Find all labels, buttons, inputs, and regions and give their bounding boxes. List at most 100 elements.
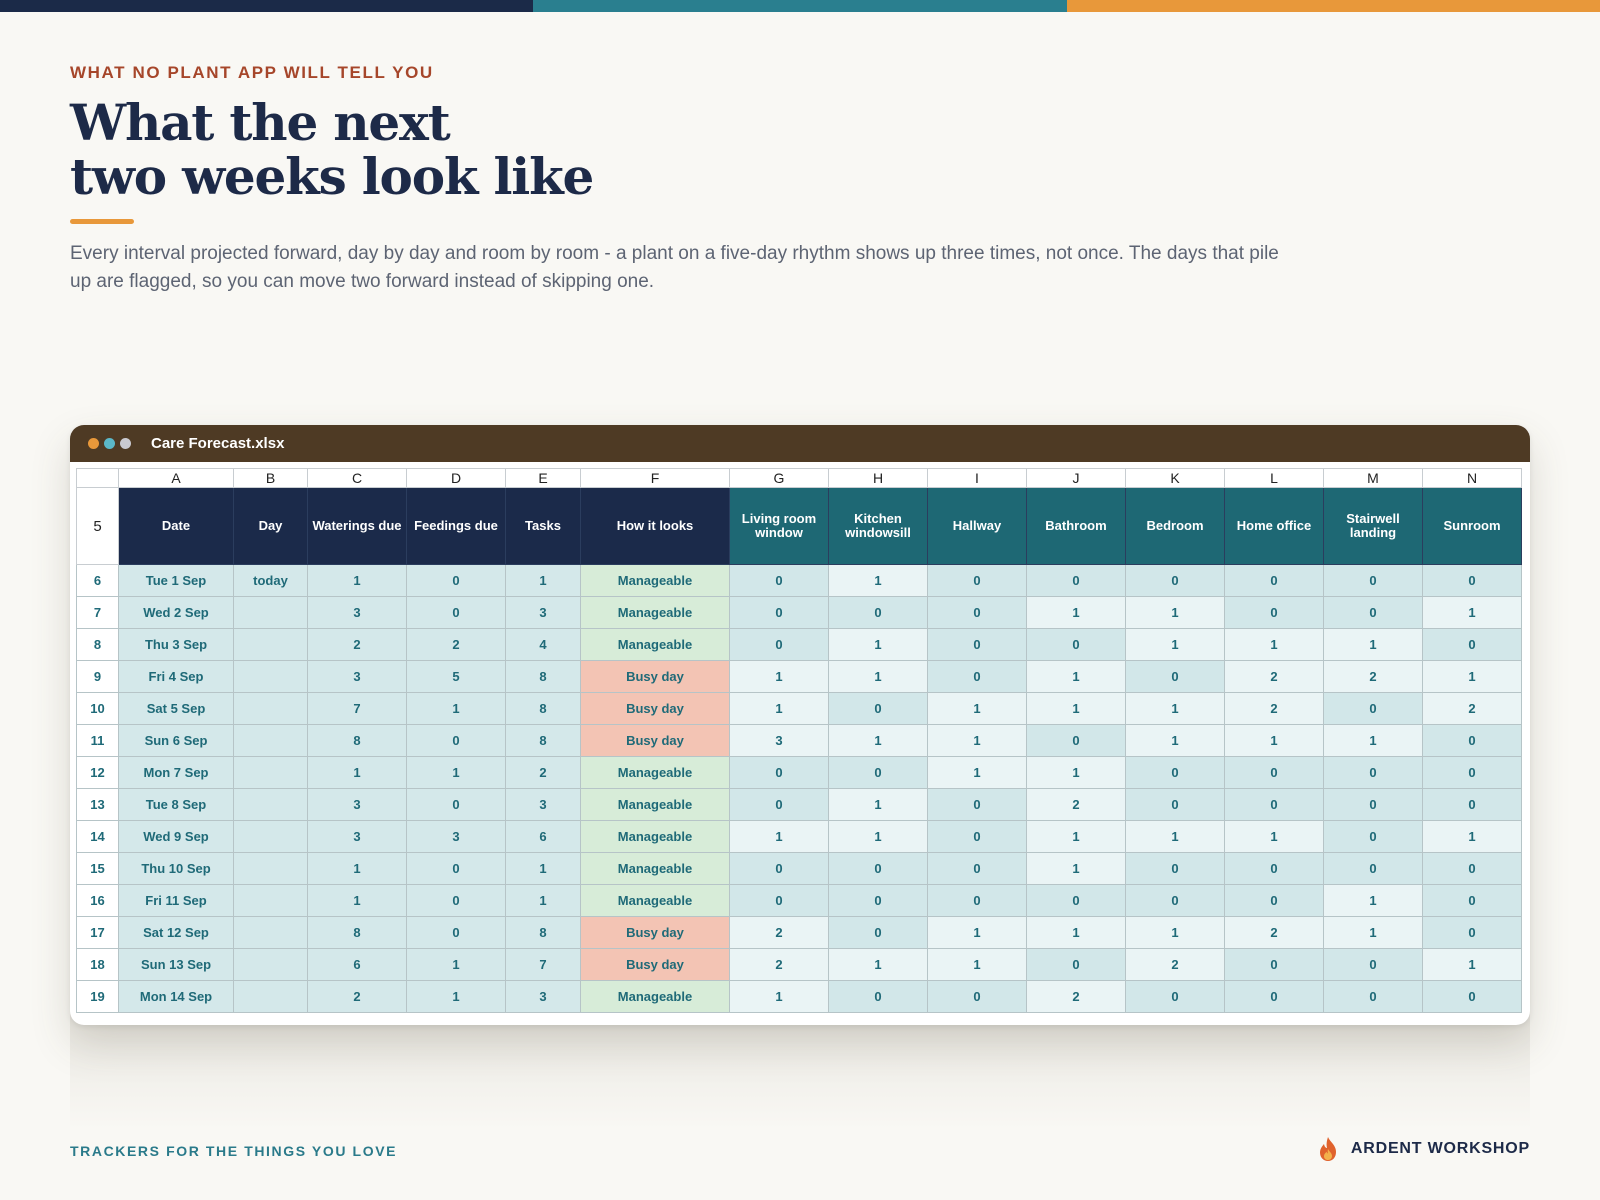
tasks-cell[interactable]: 3 <box>505 980 581 1013</box>
column-letter[interactable]: L <box>1224 468 1324 488</box>
room-cell[interactable]: 0 <box>828 884 928 917</box>
waterings-cell[interactable]: 8 <box>307 916 407 949</box>
day-cell[interactable] <box>233 628 308 661</box>
row-number[interactable]: 14 <box>76 820 119 853</box>
room-cell[interactable]: 0 <box>1422 724 1522 757</box>
status-cell[interactable]: Manageable <box>580 884 730 917</box>
room-cell[interactable]: 0 <box>1422 852 1522 885</box>
row-number[interactable]: 8 <box>76 628 119 661</box>
feedings-cell[interactable]: 3 <box>406 820 506 853</box>
room-cell[interactable]: 1 <box>1026 916 1126 949</box>
room-cell[interactable]: 0 <box>927 884 1027 917</box>
room-cell[interactable]: 0 <box>927 788 1027 821</box>
footer-brand[interactable]: ARDENT WORKSHOP <box>1317 1136 1530 1162</box>
tasks-cell[interactable]: 6 <box>505 820 581 853</box>
room-cell[interactable]: 1 <box>828 660 928 693</box>
room-cell[interactable]: 0 <box>1224 564 1324 597</box>
room-cell[interactable]: 1 <box>1323 884 1423 917</box>
room-cell[interactable]: 1 <box>927 948 1027 981</box>
column-letter[interactable]: B <box>233 468 308 488</box>
tasks-cell[interactable]: 1 <box>505 884 581 917</box>
status-cell[interactable]: Manageable <box>580 628 730 661</box>
feedings-cell[interactable]: 0 <box>406 852 506 885</box>
room-cell[interactable]: 0 <box>1422 788 1522 821</box>
row-number[interactable]: 5 <box>76 487 119 565</box>
room-cell[interactable]: 0 <box>1125 980 1225 1013</box>
window-dot-close[interactable] <box>88 438 99 449</box>
room-cell[interactable]: 1 <box>1323 916 1423 949</box>
date-cell[interactable]: Sun 6 Sep <box>118 724 234 757</box>
waterings-cell[interactable]: 8 <box>307 724 407 757</box>
day-cell[interactable] <box>233 788 308 821</box>
status-cell[interactable]: Busy day <box>580 660 730 693</box>
room-cell[interactable]: 0 <box>828 852 928 885</box>
waterings-cell[interactable]: 3 <box>307 660 407 693</box>
date-cell[interactable]: Fri 4 Sep <box>118 660 234 693</box>
column-header[interactable]: Date <box>118 487 234 565</box>
room-cell[interactable]: 0 <box>729 756 829 789</box>
column-letter[interactable]: N <box>1422 468 1522 488</box>
row-number[interactable]: 16 <box>76 884 119 917</box>
spreadsheet-grid[interactable]: A B C D E F G H I J K L M N 5 Date Day Waterings due Feedi… <box>76 468 1522 1013</box>
status-cell[interactable]: Manageable <box>580 980 730 1013</box>
room-cell[interactable]: 0 <box>1026 948 1126 981</box>
room-cell[interactable]: 1 <box>927 916 1027 949</box>
room-cell[interactable]: 0 <box>1323 852 1423 885</box>
day-cell[interactable] <box>233 948 308 981</box>
column-header[interactable]: Waterings due <box>307 487 407 565</box>
room-cell[interactable]: 1 <box>1026 820 1126 853</box>
room-cell[interactable]: 2 <box>1224 692 1324 725</box>
column-letter[interactable]: D <box>406 468 506 488</box>
room-cell[interactable]: 2 <box>729 916 829 949</box>
room-cell[interactable]: 0 <box>1224 596 1324 629</box>
sheet-corner[interactable] <box>76 468 119 488</box>
column-letter[interactable]: M <box>1323 468 1423 488</box>
feedings-cell[interactable]: 0 <box>406 596 506 629</box>
waterings-cell[interactable]: 1 <box>307 852 407 885</box>
room-cell[interactable]: 0 <box>1323 596 1423 629</box>
room-cell[interactable]: 2 <box>1224 916 1324 949</box>
tasks-cell[interactable]: 3 <box>505 788 581 821</box>
room-cell[interactable]: 1 <box>1125 820 1225 853</box>
column-letter[interactable]: C <box>307 468 407 488</box>
tasks-cell[interactable]: 7 <box>505 948 581 981</box>
column-letter[interactable]: A <box>118 468 234 488</box>
room-cell[interactable]: 0 <box>1323 692 1423 725</box>
date-cell[interactable]: Sat 5 Sep <box>118 692 234 725</box>
feedings-cell[interactable]: 5 <box>406 660 506 693</box>
day-cell[interactable] <box>233 884 308 917</box>
room-cell[interactable]: 0 <box>1323 788 1423 821</box>
waterings-cell[interactable]: 1 <box>307 564 407 597</box>
status-cell[interactable]: Busy day <box>580 916 730 949</box>
room-cell[interactable]: 0 <box>1323 820 1423 853</box>
waterings-cell[interactable]: 2 <box>307 628 407 661</box>
feedings-cell[interactable]: 1 <box>406 756 506 789</box>
room-cell[interactable]: 1 <box>1125 596 1225 629</box>
window-titlebar[interactable]: Care Forecast.xlsx <box>70 425 1530 462</box>
room-cell[interactable]: 0 <box>729 788 829 821</box>
tasks-cell[interactable]: 8 <box>505 724 581 757</box>
room-cell[interactable]: 0 <box>1422 564 1522 597</box>
day-cell[interactable]: today <box>233 564 308 597</box>
room-cell[interactable]: 2 <box>1323 660 1423 693</box>
feedings-cell[interactable]: 0 <box>406 788 506 821</box>
waterings-cell[interactable]: 3 <box>307 820 407 853</box>
day-cell[interactable] <box>233 820 308 853</box>
room-cell[interactable]: 1 <box>828 724 928 757</box>
column-letter[interactable]: I <box>927 468 1027 488</box>
row-number[interactable]: 12 <box>76 756 119 789</box>
room-cell[interactable]: 0 <box>1422 628 1522 661</box>
room-cell[interactable]: 2 <box>729 948 829 981</box>
sheet-table[interactable]: A B C D E F G H I J K L M N 5 Date Day Waterings due Feedi… <box>76 468 1522 1013</box>
room-cell[interactable]: 1 <box>828 788 928 821</box>
room-cell[interactable]: 0 <box>1422 916 1522 949</box>
waterings-cell[interactable]: 1 <box>307 756 407 789</box>
room-cell[interactable]: 0 <box>1125 852 1225 885</box>
column-letter[interactable]: G <box>729 468 829 488</box>
feedings-cell[interactable]: 0 <box>406 564 506 597</box>
room-cell[interactable]: 1 <box>927 756 1027 789</box>
room-cell[interactable]: 0 <box>1224 980 1324 1013</box>
room-cell[interactable]: 0 <box>1224 788 1324 821</box>
waterings-cell[interactable]: 6 <box>307 948 407 981</box>
